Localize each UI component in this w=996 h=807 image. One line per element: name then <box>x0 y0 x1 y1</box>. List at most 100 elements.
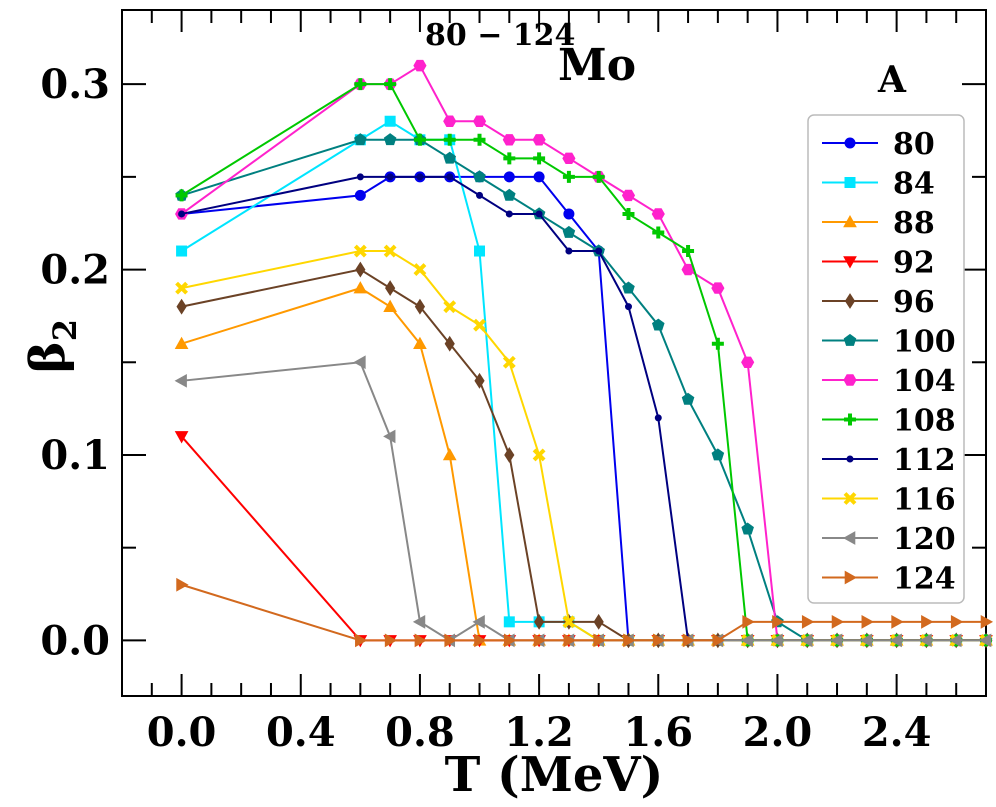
y-tick-label: 0.2 <box>40 247 110 294</box>
x-tick-label: 2.0 <box>743 709 813 756</box>
data-point-104 <box>443 115 457 127</box>
legend-entry-100: 100 <box>822 325 956 360</box>
data-point-96 <box>504 447 515 463</box>
legend-marker <box>843 492 857 505</box>
data-point-80 <box>503 171 515 183</box>
plot-frame <box>121 9 987 697</box>
data-point-116 <box>443 300 457 314</box>
x-tick-label: 1.2 <box>504 709 574 756</box>
data-point-120 <box>472 614 485 629</box>
data-point-100 <box>622 281 635 294</box>
data-point-100 <box>681 392 695 405</box>
legend-label: 96 <box>893 285 935 320</box>
y-tick-label: 0.3 <box>40 61 110 108</box>
data-point-108 <box>533 152 546 165</box>
data-point-116 <box>413 263 427 276</box>
data-point-124 <box>474 633 487 648</box>
data-point-116 <box>532 448 546 462</box>
data-point-120 <box>859 633 873 648</box>
data-point-120 <box>978 633 992 648</box>
chart-title-element: Mo <box>558 40 636 91</box>
chart-title-superscript: 80 − 124 <box>425 18 575 53</box>
data-point-108 <box>622 207 635 220</box>
data-point-124 <box>533 633 547 648</box>
data-point-88 <box>353 281 368 294</box>
data-point-120 <box>800 633 813 648</box>
series-124 <box>176 577 994 648</box>
data-point-116 <box>473 318 486 332</box>
data-point-104 <box>621 189 636 202</box>
data-point-108 <box>443 133 456 146</box>
data-point-88 <box>442 447 457 461</box>
data-point-104 <box>681 263 695 276</box>
data-point-124 <box>682 633 696 648</box>
data-point-96 <box>444 335 455 352</box>
data-point-124 <box>772 614 785 629</box>
data-point-84 <box>503 616 515 628</box>
legend-label: 100 <box>893 325 956 360</box>
data-point-96 <box>534 613 545 630</box>
data-point-124 <box>355 633 368 648</box>
legend-entry-108: 108 <box>822 404 956 439</box>
y-axis-title-subscript: 2 <box>46 319 84 341</box>
data-point-100 <box>443 151 457 164</box>
data-point-100 <box>503 188 516 201</box>
data-point-104 <box>741 356 755 368</box>
legend-label: 88 <box>893 206 935 241</box>
data-point-104 <box>562 152 576 165</box>
data-point-116 <box>502 355 516 369</box>
data-point-124 <box>801 614 815 629</box>
data-point-84 <box>176 245 188 257</box>
axis-ticks: 0.0 0.4 0.8 1.2 1.6 2.0 2.4 0.0 0.1 0.2 0.3 <box>40 10 986 756</box>
data-point-124 <box>444 633 457 648</box>
data-point-120 <box>174 373 187 388</box>
data-point-108 <box>682 245 695 258</box>
data-point-80 <box>563 208 575 220</box>
data-point-112 <box>178 210 186 218</box>
data-point-108 <box>652 226 665 239</box>
data-point-120 <box>919 633 932 648</box>
legend-marker <box>843 374 857 386</box>
data-point-100 <box>741 522 754 535</box>
legend-marker <box>843 256 857 269</box>
data-point-112 <box>476 191 484 199</box>
data-point-104 <box>532 134 546 146</box>
data-point-96 <box>176 298 187 315</box>
data-point-104 <box>472 115 487 127</box>
x-axis-title: T (MeV) <box>445 747 664 803</box>
legend: 80 84 88 92 96 100 104 108 112 116 120 124 <box>807 114 965 604</box>
data-point-112 <box>446 173 454 181</box>
data-point-108 <box>384 78 397 91</box>
y-tick-label: 0.0 <box>40 617 110 664</box>
legend-marker <box>844 293 856 309</box>
data-point-84 <box>384 115 396 127</box>
data-point-112 <box>565 247 573 255</box>
legend-marker <box>844 177 856 188</box>
legend-marker <box>843 214 857 228</box>
data-point-100 <box>473 170 486 183</box>
data-point-104 <box>651 208 665 220</box>
data-point-112 <box>535 210 543 218</box>
data-point-120 <box>412 614 426 629</box>
data-point-80 <box>533 171 545 183</box>
legend-marker <box>844 137 856 149</box>
data-point-112 <box>595 247 603 255</box>
legend-marker <box>842 531 856 545</box>
data-point-108 <box>354 78 367 91</box>
data-point-108 <box>413 133 426 146</box>
legend-marker <box>846 455 854 463</box>
legend-entry-124: 124 <box>822 562 956 597</box>
data-point-112 <box>624 303 632 311</box>
legend-box <box>807 114 965 604</box>
data-point-92 <box>174 431 189 444</box>
data-point-104 <box>502 134 516 146</box>
legend-label: 124 <box>893 562 956 597</box>
data-point-124 <box>652 633 666 648</box>
data-point-120 <box>353 355 366 370</box>
data-point-80 <box>354 189 366 201</box>
legend-label: 112 <box>893 443 956 478</box>
x-tick-label: 2.4 <box>862 709 932 756</box>
svg-text:β2: β2 <box>20 319 84 373</box>
legend-entry-96: 96 <box>822 285 935 320</box>
